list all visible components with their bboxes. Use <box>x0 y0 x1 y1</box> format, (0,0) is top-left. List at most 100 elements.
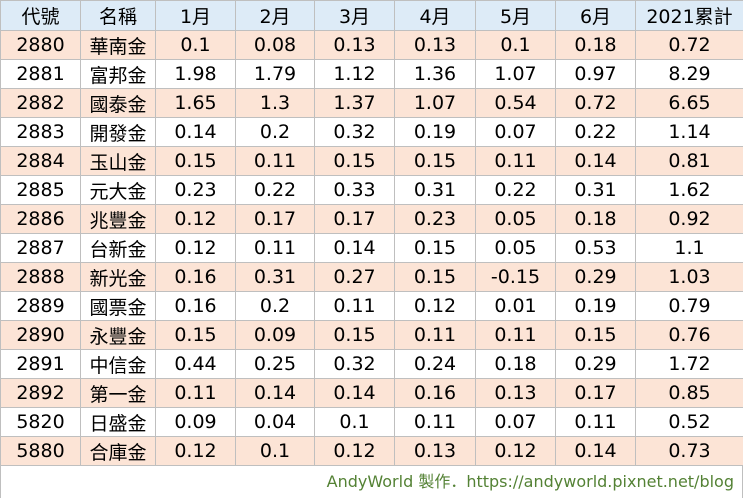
table-cell: 0.29 <box>555 262 636 292</box>
table-cell: 0.12 <box>394 291 476 321</box>
table-cell: 中信金 <box>80 349 156 379</box>
table-cell: 0.07 <box>475 407 556 437</box>
table-cell: 永豐金 <box>80 320 156 350</box>
table-cell: 元大金 <box>80 175 156 205</box>
header-cell: 4月 <box>394 0 476 31</box>
table-cell: 0.18 <box>555 204 636 234</box>
table-cell: 0.31 <box>555 175 636 205</box>
table-cell: 0.14 <box>555 436 636 466</box>
table-cell: 0.14 <box>155 117 236 147</box>
table-cell: 0.15 <box>555 320 636 350</box>
table-cell: 1.98 <box>155 59 236 89</box>
table-cell: 0.14 <box>235 378 315 408</box>
table-cell: 0.01 <box>475 291 556 321</box>
table-cell: 0.1 <box>314 407 395 437</box>
table-cell: 0.17 <box>314 204 395 234</box>
table-cell: 0.11 <box>155 378 236 408</box>
table-row: 2882 國泰金 1.65 1.3 1.37 1.07 0.54 0.72 6.65 <box>0 88 743 118</box>
table-cell: 0.72 <box>635 30 743 60</box>
table-cell: 8.29 <box>635 59 743 89</box>
header-cell: 6月 <box>555 0 636 31</box>
table-cell: 0.11 <box>475 146 556 176</box>
table-cell: 0.23 <box>155 175 236 205</box>
table-cell: 0.54 <box>475 88 556 118</box>
table-cell: 2884 <box>0 146 81 176</box>
table-cell: 0.73 <box>635 436 743 466</box>
table-cell: 2889 <box>0 291 81 321</box>
table-cell: 1.07 <box>475 59 556 89</box>
table-cell: 0.29 <box>555 349 636 379</box>
table-cell: 1.36 <box>394 59 476 89</box>
table-row: 2880 華南金 0.1 0.08 0.13 0.13 0.1 0.18 0.72 <box>0 30 743 60</box>
table: 代號 名稱 1月 2月 3月 4月 5月 6月 2021累計 2880 華南金 0.1 0.08 0.1… <box>0 0 743 466</box>
table-cell: 1.3 <box>235 88 315 118</box>
footer: AndyWorld 製作．https://andyworld.pixnet.ne… <box>0 466 743 498</box>
table-cell: 0.15 <box>394 262 476 292</box>
table-cell: 0.15 <box>314 146 395 176</box>
table-row: 2885 元大金 0.23 0.22 0.33 0.31 0.22 0.31 1.62 <box>0 175 743 205</box>
table-cell: 0.13 <box>394 436 476 466</box>
table-cell: 1.72 <box>635 349 743 379</box>
table-cell: 1.03 <box>635 262 743 292</box>
table-cell: 1.07 <box>394 88 476 118</box>
table-cell: 0.11 <box>235 233 315 263</box>
table-cell: 0.33 <box>314 175 395 205</box>
table-cell: 5880 <box>0 436 81 466</box>
table-cell: 2891 <box>0 349 81 379</box>
table-cell: 2887 <box>0 233 81 263</box>
table-cell: 0.2 <box>235 117 315 147</box>
table-row: 5820 日盛金 0.09 0.04 0.1 0.11 0.07 0.11 0.52 <box>0 407 743 437</box>
table-cell: 0.12 <box>155 233 236 263</box>
table-cell: 國泰金 <box>80 88 156 118</box>
table-cell: 2881 <box>0 59 81 89</box>
table-cell: 0.15 <box>155 320 236 350</box>
table-cell: 0.97 <box>555 59 636 89</box>
table-cell: 0.79 <box>635 291 743 321</box>
table-row: 2890 永豐金 0.15 0.09 0.15 0.11 0.11 0.15 0.76 <box>0 320 743 350</box>
table-cell: 2892 <box>0 378 81 408</box>
table-cell: 0.18 <box>555 30 636 60</box>
table-cell: 0.08 <box>235 30 315 60</box>
table-cell: 0.2 <box>235 291 315 321</box>
table-cell: 1.14 <box>635 117 743 147</box>
table-cell: 1.12 <box>314 59 395 89</box>
table-cell: 0.15 <box>394 146 476 176</box>
header-cell: 2月 <box>235 0 315 31</box>
table-cell: 2885 <box>0 175 81 205</box>
table-row: 2884 玉山金 0.15 0.11 0.15 0.15 0.11 0.14 0.81 <box>0 146 743 176</box>
table-cell: 0.17 <box>235 204 315 234</box>
header-cell: 2021累計 <box>635 0 743 31</box>
table-cell: 0.17 <box>555 378 636 408</box>
table-cell: 0.04 <box>235 407 315 437</box>
table-cell: 國票金 <box>80 291 156 321</box>
table-cell: 0.22 <box>555 117 636 147</box>
table-cell: 0.24 <box>394 349 476 379</box>
table-row: 2888 新光金 0.16 0.31 0.27 0.15 -0.15 0.29 1.03 <box>0 262 743 292</box>
table-cell: 0.32 <box>314 117 395 147</box>
table-cell: 0.05 <box>475 233 556 263</box>
table-cell: 0.25 <box>235 349 315 379</box>
table-cell: 0.1 <box>475 30 556 60</box>
table-cell: 0.81 <box>635 146 743 176</box>
table-cell: 0.11 <box>394 407 476 437</box>
table-cell: 0.32 <box>314 349 395 379</box>
table-row: 2881 富邦金 1.98 1.79 1.12 1.36 1.07 0.97 8.29 <box>0 59 743 89</box>
table-cell: 0.14 <box>314 233 395 263</box>
table-cell: 2890 <box>0 320 81 350</box>
table-cell: 0.1 <box>235 436 315 466</box>
table-cell: 1.65 <box>155 88 236 118</box>
table-cell: 開發金 <box>80 117 156 147</box>
table-cell: 0.27 <box>314 262 395 292</box>
table-row: 5880 合庫金 0.12 0.1 0.12 0.13 0.12 0.14 0.73 <box>0 436 743 466</box>
table-cell: 2880 <box>0 30 81 60</box>
table-cell: 0.07 <box>475 117 556 147</box>
table-cell: 0.11 <box>555 407 636 437</box>
table-cell: 0.76 <box>635 320 743 350</box>
table-cell: 0.92 <box>635 204 743 234</box>
table-cell: 0.53 <box>555 233 636 263</box>
table-cell: 0.16 <box>155 291 236 321</box>
table-row: 2886 兆豐金 0.12 0.17 0.17 0.23 0.05 0.18 0.92 <box>0 204 743 234</box>
header-cell: 3月 <box>314 0 395 31</box>
table-cell: 0.05 <box>475 204 556 234</box>
table-cell: 0.13 <box>314 30 395 60</box>
